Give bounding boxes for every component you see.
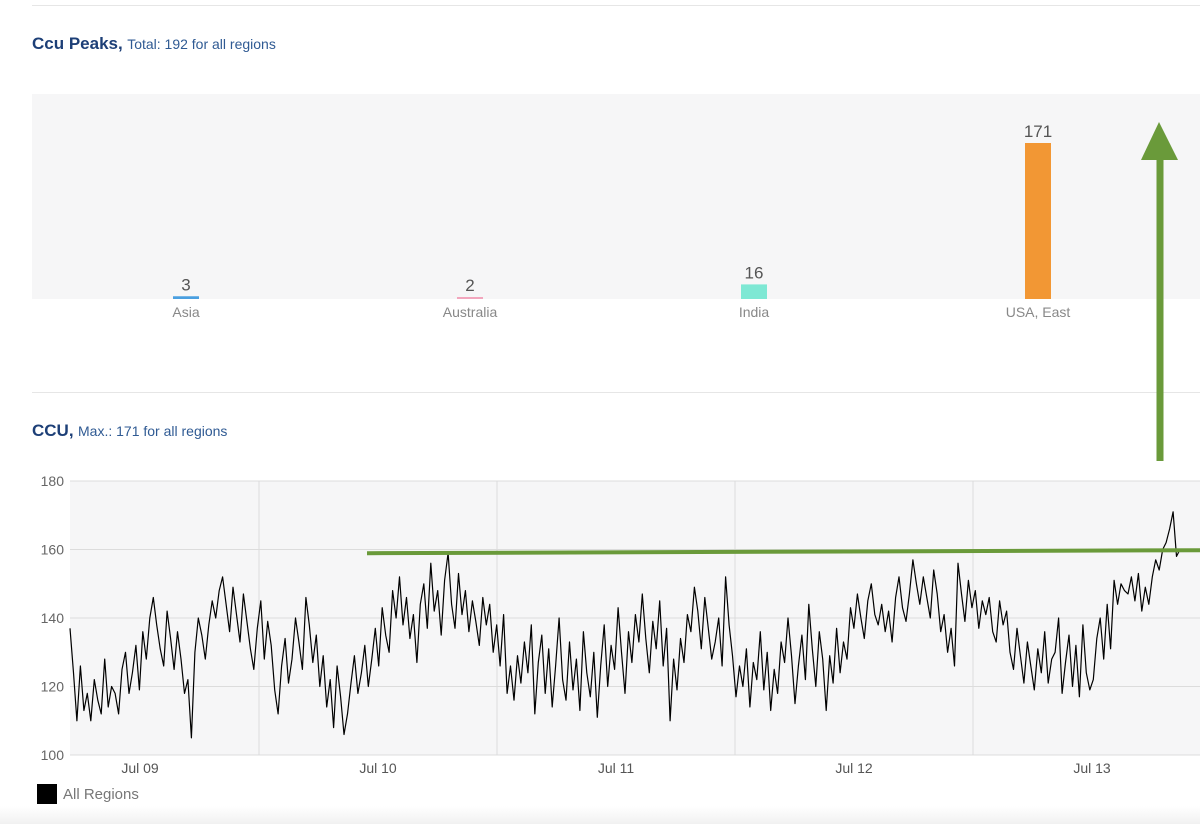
legend-label-all-regions: All Regions — [63, 785, 139, 803]
y-tick-120: 120 — [41, 679, 65, 695]
bar-australia — [457, 297, 483, 299]
ccu-peaks-bar-chart: 3 Asia 2 Australia 16 India 171 USA, East — [32, 94, 1200, 320]
legend-swatch-all-regions — [37, 784, 57, 804]
ccu-peaks-subtitle: Total: 192 for all regions — [127, 36, 276, 52]
bottom-fade — [0, 806, 1200, 824]
x-tick-jul-11: Jul 11 — [598, 760, 635, 776]
data-label-asia: 3 — [181, 275, 190, 294]
ccu-subtitle: Max.: 171 for all regions — [78, 423, 228, 439]
data-label-usa-east: 171 — [1024, 122, 1052, 141]
top-rule — [32, 5, 1200, 6]
legend[interactable]: All Regions — [37, 784, 139, 804]
ccu-line-chart: 100 120 140 160 180 Jul 09 Jul 10 Jul 11 Jul 12 J… — [41, 473, 1200, 776]
x-tick-jul-10: Jul 10 — [359, 760, 397, 776]
data-label-australia: 2 — [465, 276, 474, 295]
bar-asia — [173, 296, 199, 299]
annotation-layer — [366, 122, 1200, 556]
ccu-title: CCU, — [32, 421, 74, 440]
category-label-australia: Australia — [443, 304, 498, 320]
section-divider — [32, 392, 1200, 393]
bar-usa-east — [1025, 143, 1051, 299]
category-label-usa-east: USA, East — [1006, 304, 1071, 320]
y-tick-140: 140 — [41, 610, 65, 626]
arrow-head-icon — [1141, 122, 1178, 160]
ccu-peaks-heading: Ccu Peaks, Total: 192 for all regions — [32, 34, 276, 54]
reference-line — [366, 548, 1200, 556]
bar-chart-plot-area — [32, 94, 1200, 299]
data-label-india: 16 — [745, 263, 764, 282]
category-label-india: India — [739, 304, 770, 320]
series-line-all-regions — [69, 511, 1181, 739]
x-tick-jul-12: Jul 12 — [835, 760, 873, 776]
ccu-heading: CCU, Max.: 171 for all regions — [32, 421, 227, 441]
y-tick-160: 160 — [41, 542, 65, 558]
y-tick-180: 180 — [41, 473, 65, 489]
category-label-asia: Asia — [172, 304, 199, 320]
bar-india — [741, 284, 767, 299]
x-tick-jul-13: Jul 13 — [1073, 760, 1111, 776]
y-tick-100: 100 — [41, 747, 65, 763]
x-tick-jul-09: Jul 09 — [121, 760, 159, 776]
ccu-peaks-title: Ccu Peaks, — [32, 34, 123, 53]
